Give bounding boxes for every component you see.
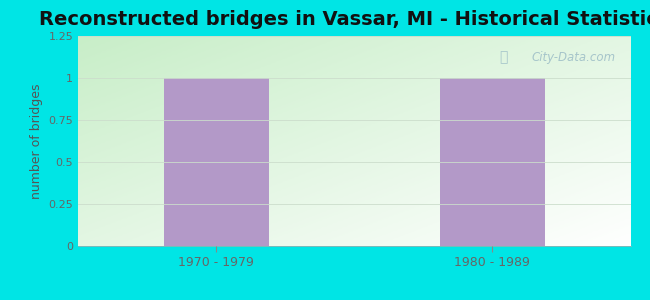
Title: Reconstructed bridges in Vassar, MI - Historical Statistics: Reconstructed bridges in Vassar, MI - Hi…: [39, 10, 650, 29]
Bar: [440, 78, 545, 246]
Bar: [164, 78, 268, 246]
Text: ⦾: ⦾: [499, 50, 508, 64]
Y-axis label: number of bridges: number of bridges: [30, 83, 43, 199]
Text: City-Data.com: City-Data.com: [531, 50, 615, 64]
